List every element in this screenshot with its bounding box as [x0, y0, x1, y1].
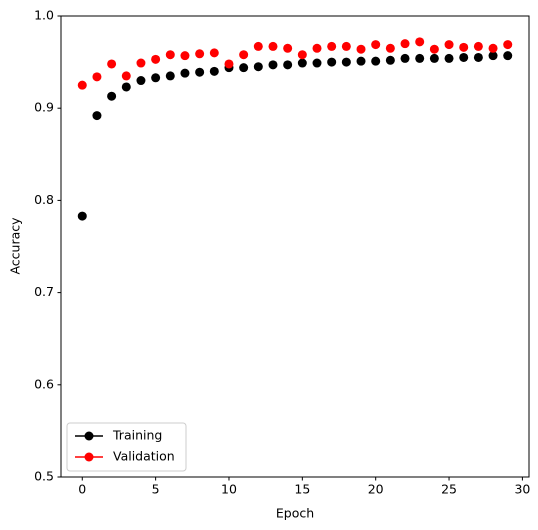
point: [429, 53, 439, 63]
y-tick-label: 1.0: [34, 8, 54, 23]
point: [327, 57, 337, 67]
point: [312, 58, 322, 68]
x-axis-label: Epoch: [276, 506, 314, 521]
point: [341, 41, 351, 51]
y-tick-label: 0.7: [34, 284, 54, 299]
point: [165, 50, 175, 60]
point: [224, 59, 234, 69]
point: [341, 57, 351, 67]
point: [297, 58, 307, 68]
point: [400, 39, 410, 49]
x-tick-label: 25: [441, 482, 457, 497]
x-tick-label: 5: [152, 482, 160, 497]
point: [165, 71, 175, 81]
legend-marker: [84, 452, 94, 462]
point: [180, 68, 190, 78]
point: [239, 63, 249, 73]
point: [239, 50, 249, 60]
point: [356, 56, 366, 66]
point: [92, 111, 102, 121]
point: [209, 48, 219, 58]
point: [253, 41, 263, 51]
point: [312, 43, 322, 53]
point: [136, 76, 146, 86]
point: [136, 58, 146, 68]
y-tick-label: 0.8: [34, 192, 54, 207]
x-tick-label: 20: [368, 482, 384, 497]
point: [253, 62, 263, 72]
point: [283, 43, 293, 53]
point: [77, 211, 87, 221]
point: [488, 51, 498, 61]
point: [195, 49, 205, 59]
point: [77, 80, 87, 90]
point: [415, 37, 425, 47]
point: [180, 51, 190, 61]
point: [209, 66, 219, 76]
point: [503, 40, 513, 50]
point: [121, 71, 131, 81]
x-tick-label: 30: [514, 482, 530, 497]
point: [121, 82, 131, 92]
point: [356, 44, 366, 54]
point: [297, 50, 307, 60]
point: [473, 41, 483, 51]
y-tick-label: 0.9: [34, 100, 54, 115]
legend-marker: [84, 431, 94, 441]
point: [195, 67, 205, 77]
y-axis-label: Accuracy: [8, 217, 23, 275]
x-tick-label: 0: [78, 482, 86, 497]
point: [400, 53, 410, 63]
legend-label: Training: [112, 428, 162, 443]
point: [385, 43, 395, 53]
point: [151, 73, 161, 83]
point: [473, 52, 483, 62]
y-tick-label: 0.6: [34, 376, 54, 391]
point: [444, 53, 454, 63]
x-tick-label: 15: [294, 482, 310, 497]
point: [459, 52, 469, 62]
point: [107, 59, 117, 69]
point: [151, 54, 161, 64]
x-tick-label: 10: [221, 482, 237, 497]
y-tick-label: 0.5: [34, 469, 54, 484]
point: [283, 60, 293, 70]
axes-frame: [60, 15, 530, 478]
legend-label: Validation: [113, 449, 175, 464]
point: [385, 55, 395, 65]
point: [268, 60, 278, 70]
point: [415, 53, 425, 63]
point: [444, 40, 454, 50]
point: [107, 91, 117, 101]
point: [327, 41, 337, 51]
legend-box: [66, 422, 187, 472]
point: [371, 56, 381, 66]
point: [459, 42, 469, 52]
point: [92, 72, 102, 82]
point: [371, 40, 381, 50]
point: [429, 44, 439, 54]
point: [268, 41, 278, 51]
point: [503, 51, 513, 61]
point: [488, 43, 498, 53]
